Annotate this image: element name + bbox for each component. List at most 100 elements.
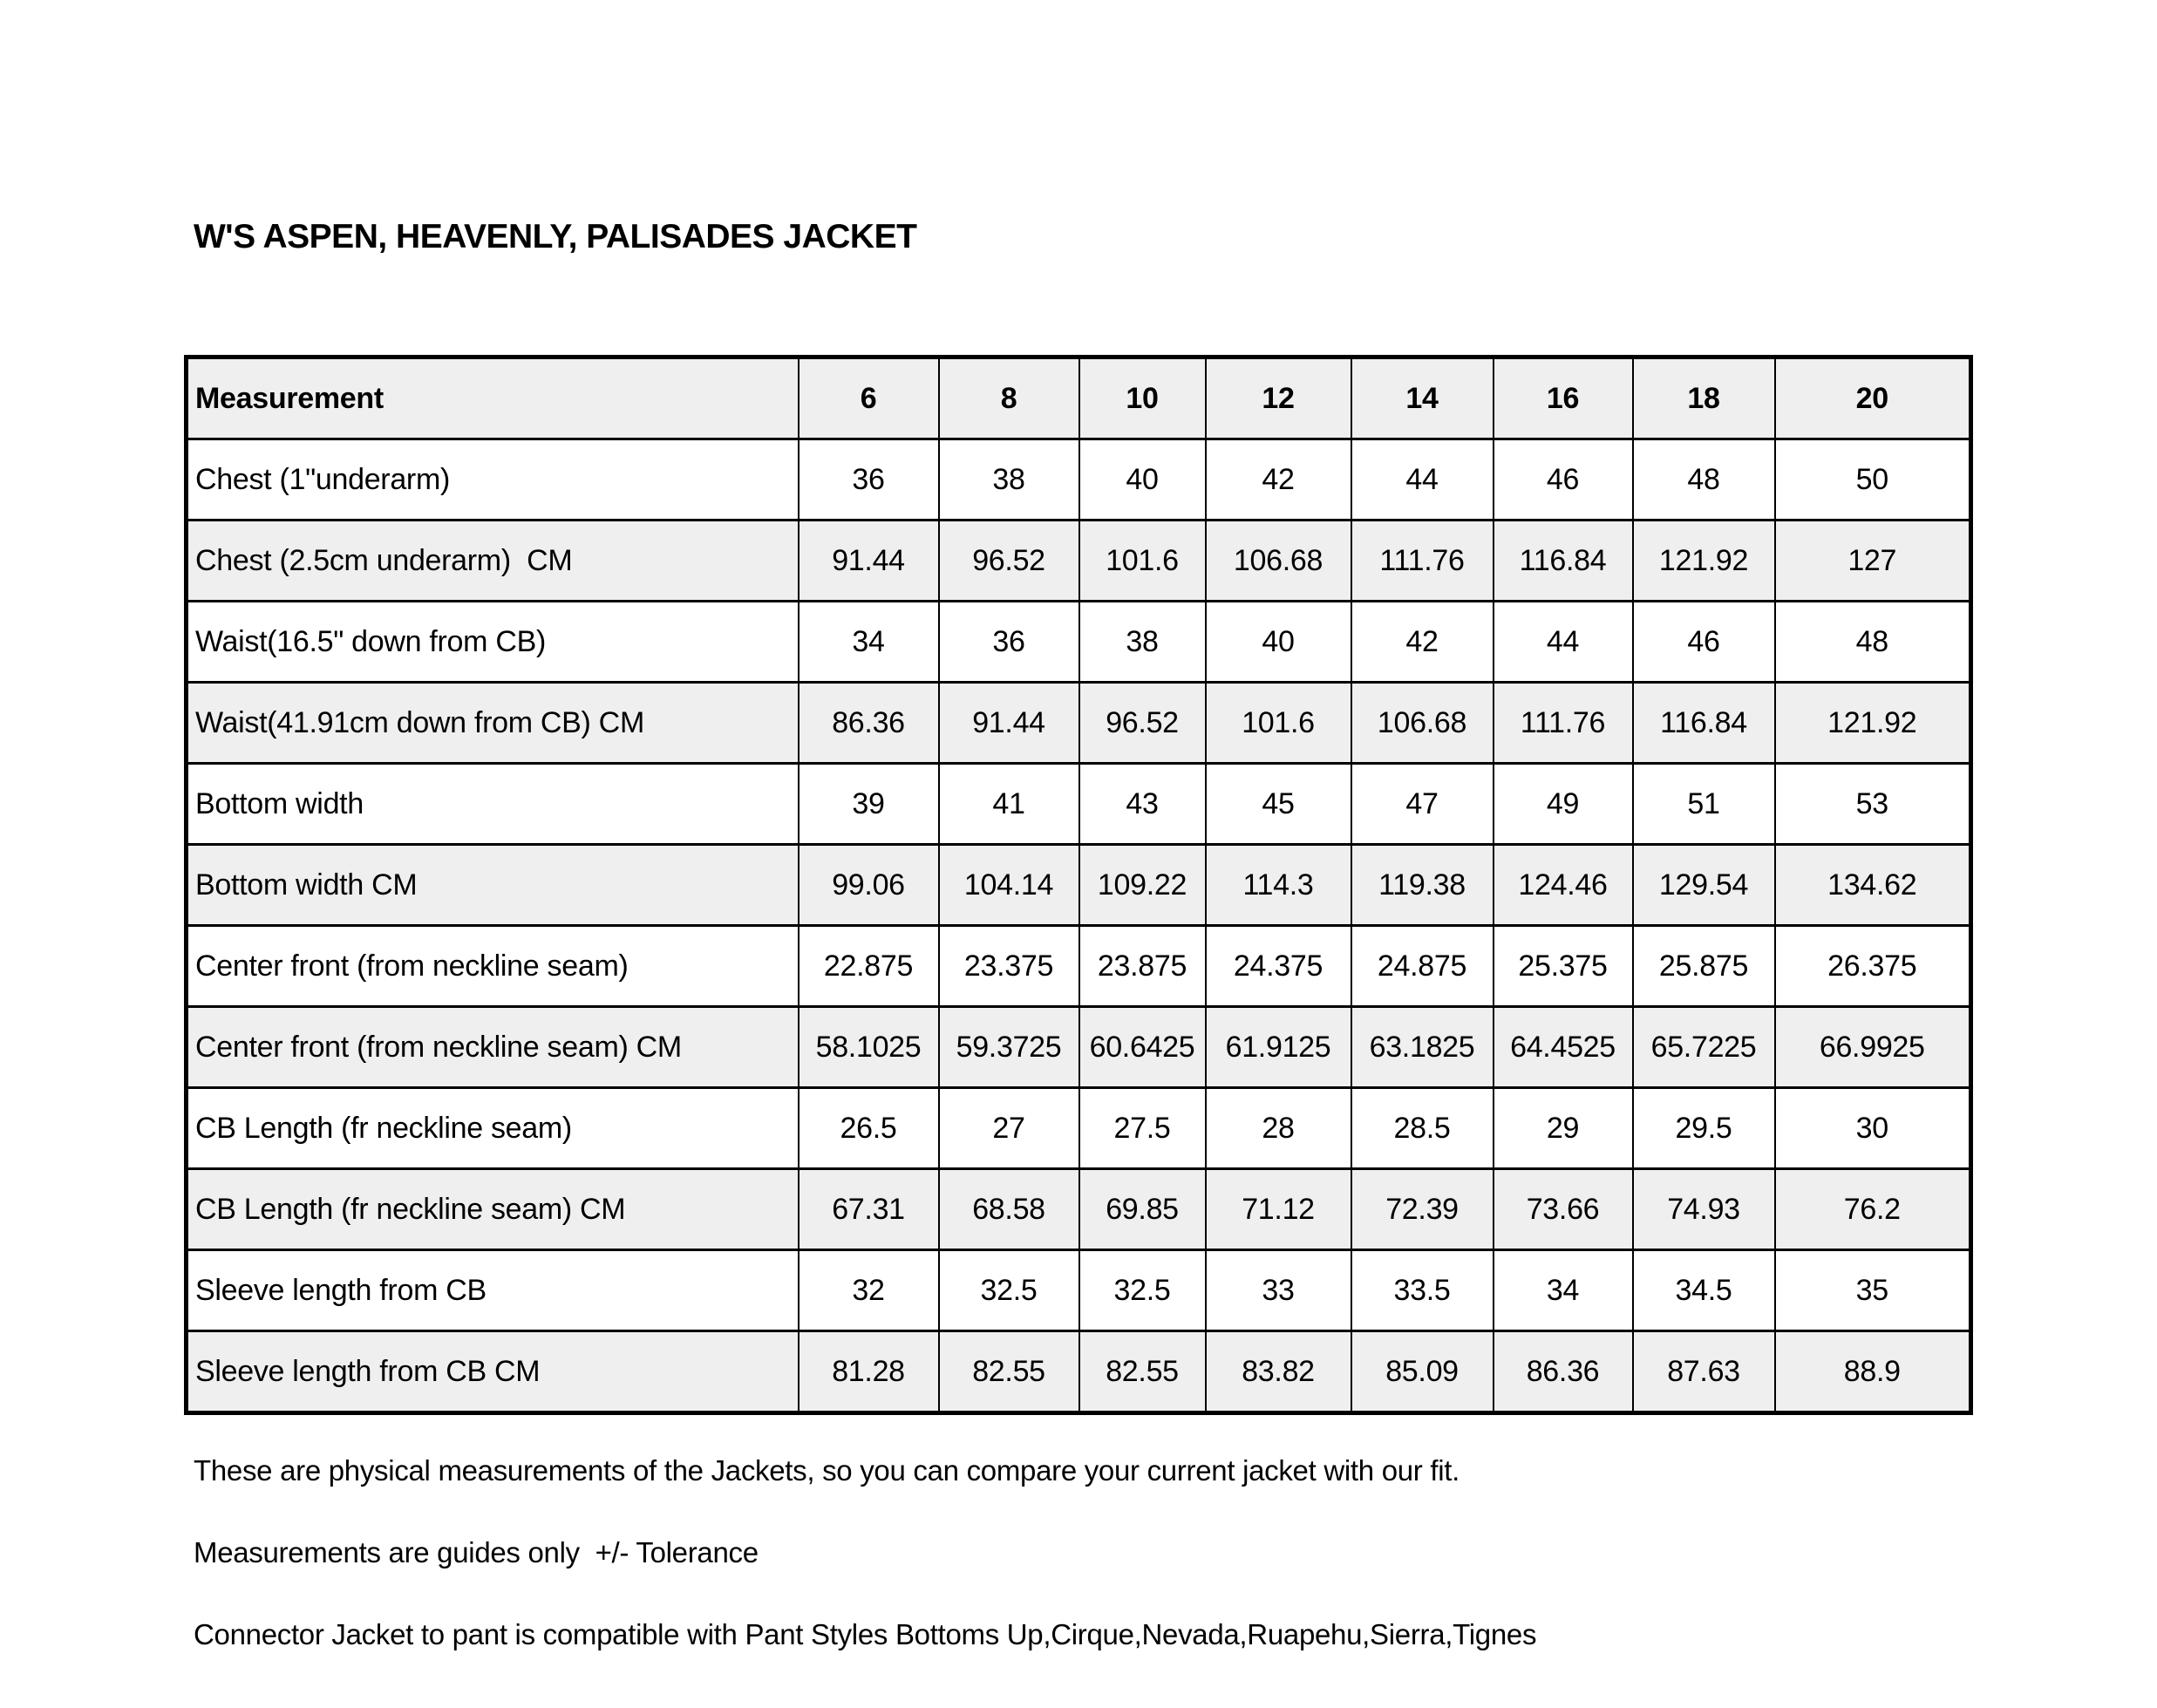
measurement-value: 61.9125 [1204, 1005, 1352, 1089]
table-row: Sleeve length from CB 32 32.5 32.5 33 33.5 34 3… [185, 1249, 1972, 1332]
measurement-value: 30 [1773, 1086, 1972, 1170]
row-label: Waist(16.5" down from CB) [185, 600, 800, 684]
column-header-size: 18 [1631, 356, 1776, 440]
measurement-value: 87.63 [1631, 1330, 1776, 1414]
measurement-value: 58.1025 [797, 1005, 940, 1089]
measurement-value: 64.4525 [1492, 1005, 1634, 1089]
table-row: CB Length (fr neckline seam) CM 67.31 68.5… [185, 1167, 1972, 1251]
measurement-value: 68.58 [937, 1167, 1080, 1251]
measurement-value: 66.9925 [1773, 1005, 1972, 1089]
measurement-value: 86.36 [797, 681, 940, 765]
column-header-size: 16 [1492, 356, 1634, 440]
measurement-value: 40 [1078, 438, 1207, 521]
measurement-value: 121.92 [1631, 519, 1776, 602]
table-row: Bottom width CM 99.06 104.14 109.22 114.3 119… [185, 843, 1972, 927]
column-header-size: 20 [1773, 356, 1972, 440]
table-row: Chest (2.5cm underarm) CM 91.44 96.52 101.6… [185, 519, 1972, 602]
measurement-value: 28 [1204, 1086, 1352, 1170]
measurement-value: 41 [937, 762, 1080, 846]
measurement-value: 44 [1492, 600, 1634, 684]
measurement-value: 91.44 [937, 681, 1080, 765]
row-label: CB Length (fr neckline seam) [185, 1086, 800, 1170]
size-chart-table: Measurement 6 8 10 12 14 16 18 20 Chest (1"under… [184, 355, 1973, 1415]
measurement-value: 32.5 [1078, 1249, 1207, 1332]
measurement-value: 91.44 [797, 519, 940, 602]
measurement-value: 53 [1773, 762, 1972, 846]
measurement-value: 104.14 [937, 843, 1080, 927]
table-row: Center front (from neckline seam) CM 58.1… [185, 1005, 1972, 1089]
measurement-value: 38 [1078, 600, 1207, 684]
measurement-value: 81.28 [797, 1330, 940, 1414]
measurement-value: 65.7225 [1631, 1005, 1776, 1089]
measurement-value: 26.375 [1773, 924, 1972, 1008]
measurement-value: 25.875 [1631, 924, 1776, 1008]
measurement-value: 29 [1492, 1086, 1634, 1170]
measurement-value: 99.06 [797, 843, 940, 927]
measurement-value: 86.36 [1492, 1330, 1634, 1414]
measurement-value: 32 [797, 1249, 940, 1332]
measurement-value: 69.85 [1078, 1167, 1207, 1251]
measurement-value: 116.84 [1492, 519, 1634, 602]
measurement-value: 24.875 [1350, 924, 1494, 1008]
table-row: Center front (from neckline seam) 22.875 2… [185, 924, 1972, 1008]
measurement-value: 25.375 [1492, 924, 1634, 1008]
measurement-value: 83.82 [1204, 1330, 1352, 1414]
row-label: Chest (1"underarm) [185, 438, 800, 521]
measurement-value: 106.68 [1350, 681, 1494, 765]
measurement-value: 101.6 [1204, 681, 1352, 765]
measurement-value: 48 [1631, 438, 1776, 521]
measurement-value: 49 [1492, 762, 1634, 846]
measurement-value: 27.5 [1078, 1086, 1207, 1170]
measurement-value: 47 [1350, 762, 1494, 846]
measurement-value: 32.5 [937, 1249, 1080, 1332]
column-header-size: 12 [1204, 356, 1352, 440]
measurement-value: 60.6425 [1078, 1005, 1207, 1089]
measurement-value: 35 [1773, 1249, 1972, 1332]
measurement-value: 27 [937, 1086, 1080, 1170]
measurement-value: 96.52 [1078, 681, 1207, 765]
measurement-value: 76.2 [1773, 1167, 1972, 1251]
measurement-value: 34 [1492, 1249, 1634, 1332]
measurement-value: 63.1825 [1350, 1005, 1494, 1089]
measurement-value: 72.39 [1350, 1167, 1494, 1251]
measurement-value: 36 [797, 438, 940, 521]
measurement-value: 24.375 [1204, 924, 1352, 1008]
table-row: CB Length (fr neckline seam) 26.5 27 27.5 28… [185, 1086, 1972, 1170]
measurement-value: 134.62 [1773, 843, 1972, 927]
row-label: Center front (from neckline seam) CM [185, 1005, 800, 1089]
row-label: Chest (2.5cm underarm) CM [185, 519, 800, 602]
column-header-measurement: Measurement [185, 356, 800, 440]
row-label: Sleeve length from CB [185, 1249, 800, 1332]
measurement-value: 43 [1078, 762, 1207, 846]
row-label: Waist(41.91cm down from CB) CM [185, 681, 800, 765]
measurement-value: 46 [1492, 438, 1634, 521]
page-title: W'S ASPEN, HEAVENLY, PALISADES JACKET [194, 218, 917, 255]
column-header-size: 14 [1350, 356, 1494, 440]
measurement-value: 29.5 [1631, 1086, 1776, 1170]
measurement-value: 23.875 [1078, 924, 1207, 1008]
table-row: Bottom width 39 41 43 45 47 49 51 53 [185, 762, 1972, 846]
measurement-value: 124.46 [1492, 843, 1634, 927]
measurement-value: 121.92 [1773, 681, 1972, 765]
note-connector-compatibility: Connector Jacket to pant is compatible w… [194, 1618, 1537, 1650]
measurement-value: 22.875 [797, 924, 940, 1008]
row-label: Center front (from neckline seam) [185, 924, 800, 1008]
measurement-value: 114.3 [1204, 843, 1352, 927]
measurement-value: 71.12 [1204, 1167, 1352, 1251]
measurement-value: 96.52 [937, 519, 1080, 602]
measurement-value: 45 [1204, 762, 1352, 846]
row-label: Bottom width [185, 762, 800, 846]
measurement-value: 67.31 [797, 1167, 940, 1251]
column-header-size: 6 [797, 356, 940, 440]
measurement-value: 44 [1350, 438, 1494, 521]
measurement-value: 106.68 [1204, 519, 1352, 602]
measurement-value: 40 [1204, 600, 1352, 684]
measurement-value: 82.55 [1078, 1330, 1207, 1414]
measurement-value: 116.84 [1631, 681, 1776, 765]
note-tolerance: Measurements are guides only +/- Toleran… [194, 1536, 759, 1569]
measurement-value: 39 [797, 762, 940, 846]
column-header-size: 8 [937, 356, 1080, 440]
row-label: CB Length (fr neckline seam) CM [185, 1167, 800, 1251]
measurement-value: 119.38 [1350, 843, 1494, 927]
measurement-value: 36 [937, 600, 1080, 684]
